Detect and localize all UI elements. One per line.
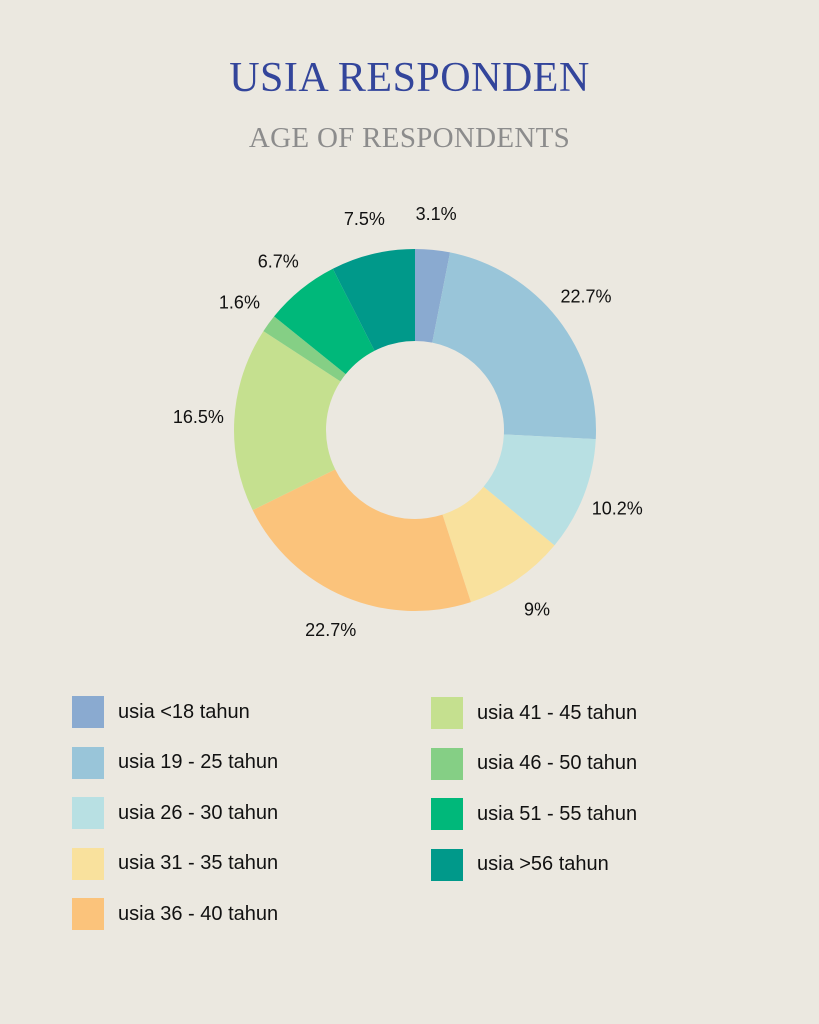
legend-swatch <box>72 797 104 829</box>
legend-swatch <box>72 898 104 930</box>
donut-slice-7 <box>263 316 346 382</box>
chart-subtitle: AGE OF RESPONDENTS <box>248 122 571 154</box>
legend-swatch <box>431 747 463 780</box>
legend-item: usia 46 - 50 tahun <box>431 747 637 781</box>
legend-swatch <box>72 746 104 779</box>
donut-slice-6 <box>233 331 341 511</box>
legend-label: usia 26 - 30 tahun <box>118 801 279 824</box>
legend-label: usia <18 tahun <box>118 700 250 723</box>
donut-slice-1 <box>415 249 451 343</box>
donut-slice-3 <box>483 434 596 546</box>
legend-label: usia 31 - 35 tahun <box>118 852 279 874</box>
legend-label: usia 19 - 25 tahun <box>118 751 279 773</box>
legend-label: usia 41 - 45 tahun <box>477 701 638 724</box>
slice-label-2: 22.7% <box>561 286 612 306</box>
legend-swatch <box>72 696 104 728</box>
legend-item: usia >56 tahun <box>431 848 609 882</box>
slice-label-8: 6.7% <box>258 252 299 272</box>
donut-slice-9 <box>332 249 415 351</box>
legend-label: usia >56 tahun <box>477 853 609 875</box>
legend-item: usia 31 - 35 tahun <box>72 847 278 881</box>
legend-item: usia 36 - 40 tahun <box>72 897 278 931</box>
slice-label-9: 7.5% <box>344 209 385 229</box>
legend-item: usia 41 - 45 tahun <box>431 696 637 730</box>
legend-swatch <box>431 697 463 729</box>
chart-title: USIA RESPONDEN <box>229 55 590 101</box>
legend-label: usia 46 - 50 tahun <box>477 752 638 774</box>
donut-chart: 3.1% 22.7% 10.2% 9% 22.7% 16.5% 1.6% 6.7% 7.5% <box>173 204 643 640</box>
donut-slice-2 <box>432 252 596 440</box>
donut-slice-4 <box>442 486 555 603</box>
legend-item: usia 19 - 25 tahun <box>72 746 278 780</box>
slice-label-1: 3.1% <box>416 204 457 224</box>
legend-item: usia <18 tahun <box>72 695 250 729</box>
donut-slice-8 <box>274 268 375 375</box>
slice-label-3: 10.2% <box>592 499 643 519</box>
slice-label-4: 9% <box>524 599 550 619</box>
legend-label: usia 36 - 40 tahun <box>118 902 279 925</box>
legend-swatch <box>72 847 104 880</box>
slice-label-5: 22.7% <box>305 620 356 640</box>
legend-label: usia 51 - 55 tahun <box>477 802 638 825</box>
donut-slice-5 <box>252 469 471 611</box>
legend-item: usia 51 - 55 tahun <box>431 797 637 831</box>
slice-label-7: 1.6% <box>219 292 260 312</box>
legend-swatch <box>431 798 463 830</box>
legend-item: usia 26 - 30 tahun <box>72 796 278 830</box>
slice-label-6: 16.5% <box>173 407 224 427</box>
legend-swatch <box>431 848 463 881</box>
